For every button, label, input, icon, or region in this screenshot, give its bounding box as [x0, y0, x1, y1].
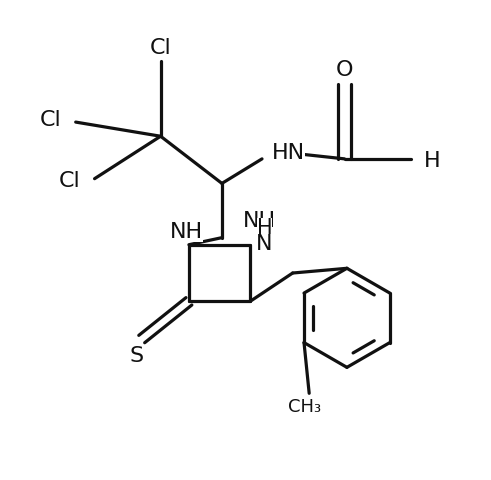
Text: NH: NH — [243, 211, 276, 231]
Text: H: H — [257, 218, 272, 238]
Text: Cl: Cl — [58, 171, 81, 191]
Text: HN: HN — [272, 143, 304, 163]
Text: Cl: Cl — [150, 37, 171, 58]
Text: S: S — [130, 346, 144, 366]
Text: NH: NH — [170, 221, 203, 241]
Text: Cl: Cl — [40, 110, 61, 130]
Text: N: N — [256, 234, 273, 254]
Text: CH₃: CH₃ — [288, 398, 321, 417]
Text: H: H — [424, 151, 440, 171]
Text: O: O — [336, 60, 354, 80]
